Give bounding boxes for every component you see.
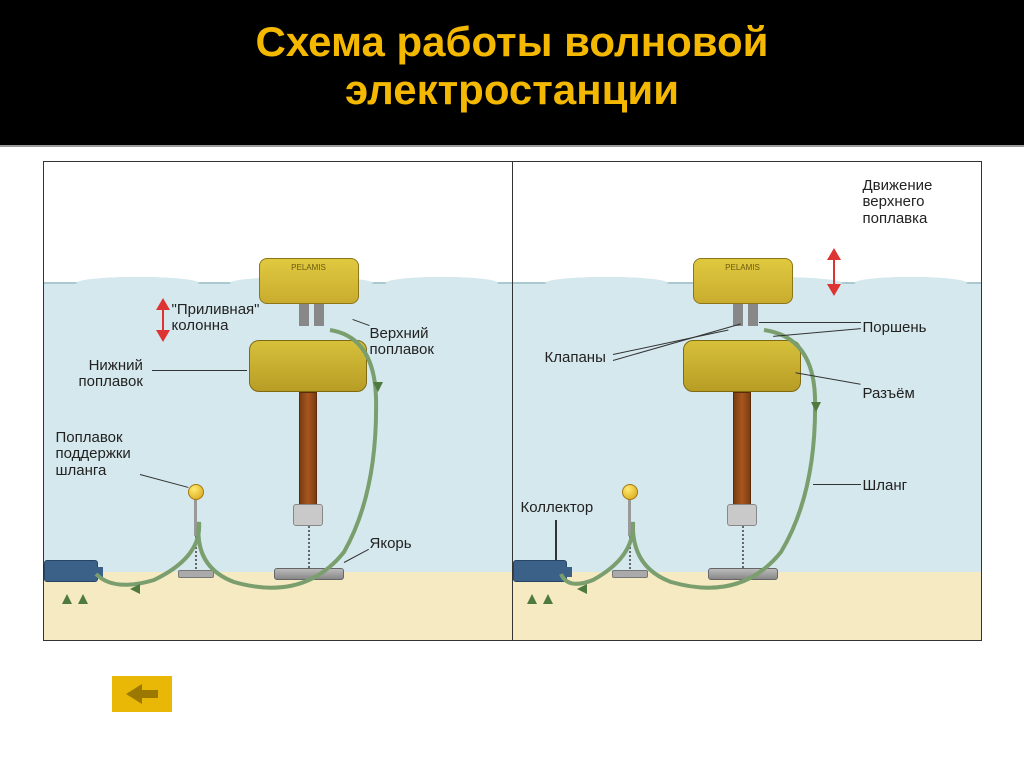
panel-right: Движение верхнего поплавка Поршень Клапа… [512, 161, 982, 641]
label-upper-float: Верхний поплавок [370, 326, 434, 359]
flow-arrow-left-1 [130, 584, 140, 594]
hose [44, 162, 514, 642]
flow-arrow-down [373, 382, 383, 392]
flow-arrow-down [811, 402, 821, 412]
label-hose-support: Поплавок поддержки шланга [56, 430, 131, 480]
label-tidal-column: "Приливная" колонна [172, 302, 260, 335]
flow-arrow-up-b [543, 594, 553, 604]
lead-lower-float [152, 370, 247, 371]
back-button[interactable] [112, 676, 172, 712]
diagram-area: "Приливная" колонна Верхний поплавок Ниж… [0, 147, 1024, 651]
label-lower-float: Нижний поплавок [79, 358, 143, 391]
label-connector: Разъём [863, 386, 915, 403]
label-anchor: Якорь [370, 536, 412, 553]
back-icon [112, 676, 172, 712]
motion-arrow-stem [833, 260, 835, 286]
title-line1: Схема работы волновой [256, 18, 769, 65]
flow-arrow-up-a [527, 594, 537, 604]
lead-collector [555, 520, 557, 560]
lead-piston-1 [759, 322, 861, 323]
title-line2: электростанции [345, 66, 679, 113]
flow-arrow-up-a [62, 594, 72, 604]
flow-arrow-up-b [78, 594, 88, 604]
tidal-arrow-up [156, 298, 170, 310]
label-valves: Клапаны [545, 350, 606, 367]
label-collector: Коллектор [521, 500, 594, 517]
flow-arrow-left [577, 584, 587, 594]
page-title: Схема работы волновой электростанции [0, 18, 1024, 115]
motion-arrow-up [827, 248, 841, 260]
title-bar: Схема работы волновой электростанции [0, 0, 1024, 145]
label-hose: Шланг [863, 478, 908, 495]
label-top-motion: Движение верхнего поплавка [863, 178, 933, 228]
label-piston: Поршень [863, 320, 927, 337]
tidal-arrow-stem [162, 310, 164, 332]
lead-hose [813, 484, 861, 485]
panel-left: "Приливная" колонна Верхний поплавок Ниж… [43, 161, 513, 641]
